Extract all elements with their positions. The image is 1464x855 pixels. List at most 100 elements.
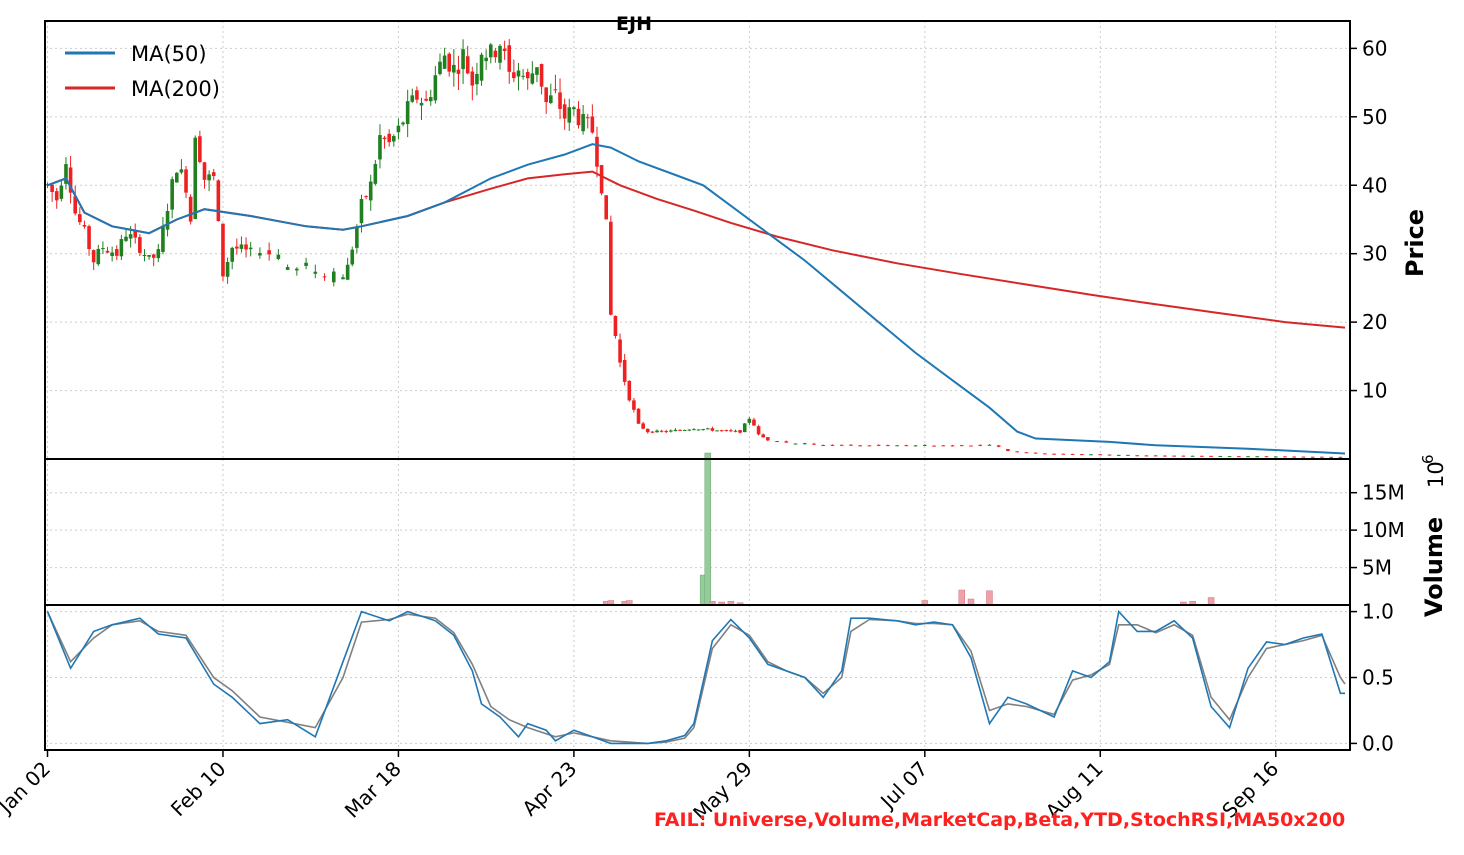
candle-body	[193, 137, 198, 220]
price-tick-label: 50	[1362, 105, 1387, 129]
candle-body	[285, 267, 290, 270]
candle-body	[1172, 455, 1176, 457]
candle-body	[456, 69, 461, 74]
ma200-line	[47, 170, 1346, 329]
candle-body	[105, 250, 110, 253]
candle-body	[322, 276, 327, 278]
candle-body	[124, 236, 128, 241]
x-tick-label: Jan 02	[0, 757, 55, 820]
candle-body	[609, 221, 613, 315]
candle-body	[1236, 456, 1241, 458]
candle-body	[54, 191, 59, 201]
candle-body	[1033, 452, 1038, 454]
candle-body	[1070, 453, 1075, 455]
candle-body	[733, 430, 738, 432]
candle-body	[493, 50, 498, 58]
candle-body	[350, 249, 355, 265]
candle-body	[78, 214, 82, 223]
candle-body	[1061, 453, 1066, 455]
candle-body	[235, 246, 239, 249]
candle-body	[475, 73, 479, 85]
candle-body	[544, 87, 548, 103]
stoch-d-line	[46, 611, 1346, 745]
candle-body	[373, 163, 378, 184]
price-tick-label: 20	[1362, 310, 1387, 334]
candle-body	[96, 248, 101, 265]
candle-body	[604, 195, 609, 220]
candle-body	[687, 429, 692, 431]
volume-panel-frame	[44, 458, 1351, 606]
candle-body	[904, 445, 909, 447]
candle-body	[507, 45, 512, 72]
candle-body	[147, 255, 151, 257]
candle-body	[1338, 456, 1343, 458]
candle-body	[1209, 455, 1213, 457]
candle-body	[276, 254, 281, 259]
candle-body	[692, 429, 696, 431]
candle-body	[128, 234, 133, 239]
candle-body	[932, 445, 936, 447]
price-tick-label: 10	[1362, 379, 1387, 403]
volume-axis-label: Volume	[1420, 517, 1448, 617]
candle-body	[405, 101, 410, 125]
candle-body	[59, 185, 64, 199]
candle-body	[382, 137, 387, 140]
candle-body	[64, 164, 68, 184]
candle-body	[498, 45, 502, 63]
candle-body	[1301, 456, 1306, 458]
candle-body	[184, 169, 188, 193]
candle-body	[433, 75, 438, 101]
candle-body	[941, 445, 946, 447]
chart-title: EJH	[616, 13, 652, 35]
candle-body	[479, 54, 484, 81]
candle-body	[682, 429, 687, 431]
grid-lines	[45, 21, 1350, 750]
candle-body	[1273, 456, 1278, 458]
candle-body	[1107, 454, 1112, 456]
candle-body	[1098, 454, 1103, 456]
candle-body	[401, 122, 405, 125]
candle-body	[87, 226, 91, 250]
candle-body	[138, 237, 142, 253]
candle-body	[174, 172, 179, 183]
candle-body	[839, 444, 844, 446]
candle-body	[867, 445, 872, 447]
ma50-line	[47, 143, 1346, 455]
x-tick-label: Feb 10	[166, 757, 231, 822]
candle-body	[161, 225, 165, 252]
candles	[45, 39, 1343, 458]
candle-body	[738, 430, 742, 433]
stoch-tick-label: 0.0	[1362, 731, 1394, 755]
candle-body	[535, 67, 539, 75]
candle-body	[766, 437, 770, 441]
candle-body	[969, 445, 973, 447]
candle-body	[849, 444, 853, 446]
candle-body	[267, 250, 271, 255]
candle-body	[110, 252, 114, 256]
candle-body	[1006, 449, 1010, 451]
candle-body	[461, 49, 465, 70]
candle-body	[1255, 456, 1260, 458]
candle-body	[415, 90, 419, 100]
candle-body	[230, 247, 234, 262]
stoch-k-line	[46, 609, 1345, 745]
candle-body	[752, 419, 756, 426]
candle-body	[978, 444, 983, 446]
candle-body	[216, 180, 221, 221]
volume-tick-label: 5M	[1362, 556, 1392, 580]
candle-body	[202, 162, 207, 180]
candle-body	[1181, 455, 1186, 457]
candle-body	[719, 430, 724, 432]
candle-body	[724, 430, 729, 432]
candle-body	[858, 445, 862, 447]
candle-body	[987, 444, 992, 446]
candle-body	[207, 174, 211, 181]
candle-body	[447, 53, 452, 72]
candle-body	[1080, 454, 1084, 456]
stoch-tick-label: 1.0	[1362, 600, 1394, 624]
candle-body	[452, 64, 456, 73]
candle-body	[669, 430, 673, 432]
stoch-tick-label: 0.5	[1362, 666, 1394, 690]
candle-body	[1320, 456, 1324, 458]
candle-body	[650, 431, 655, 433]
